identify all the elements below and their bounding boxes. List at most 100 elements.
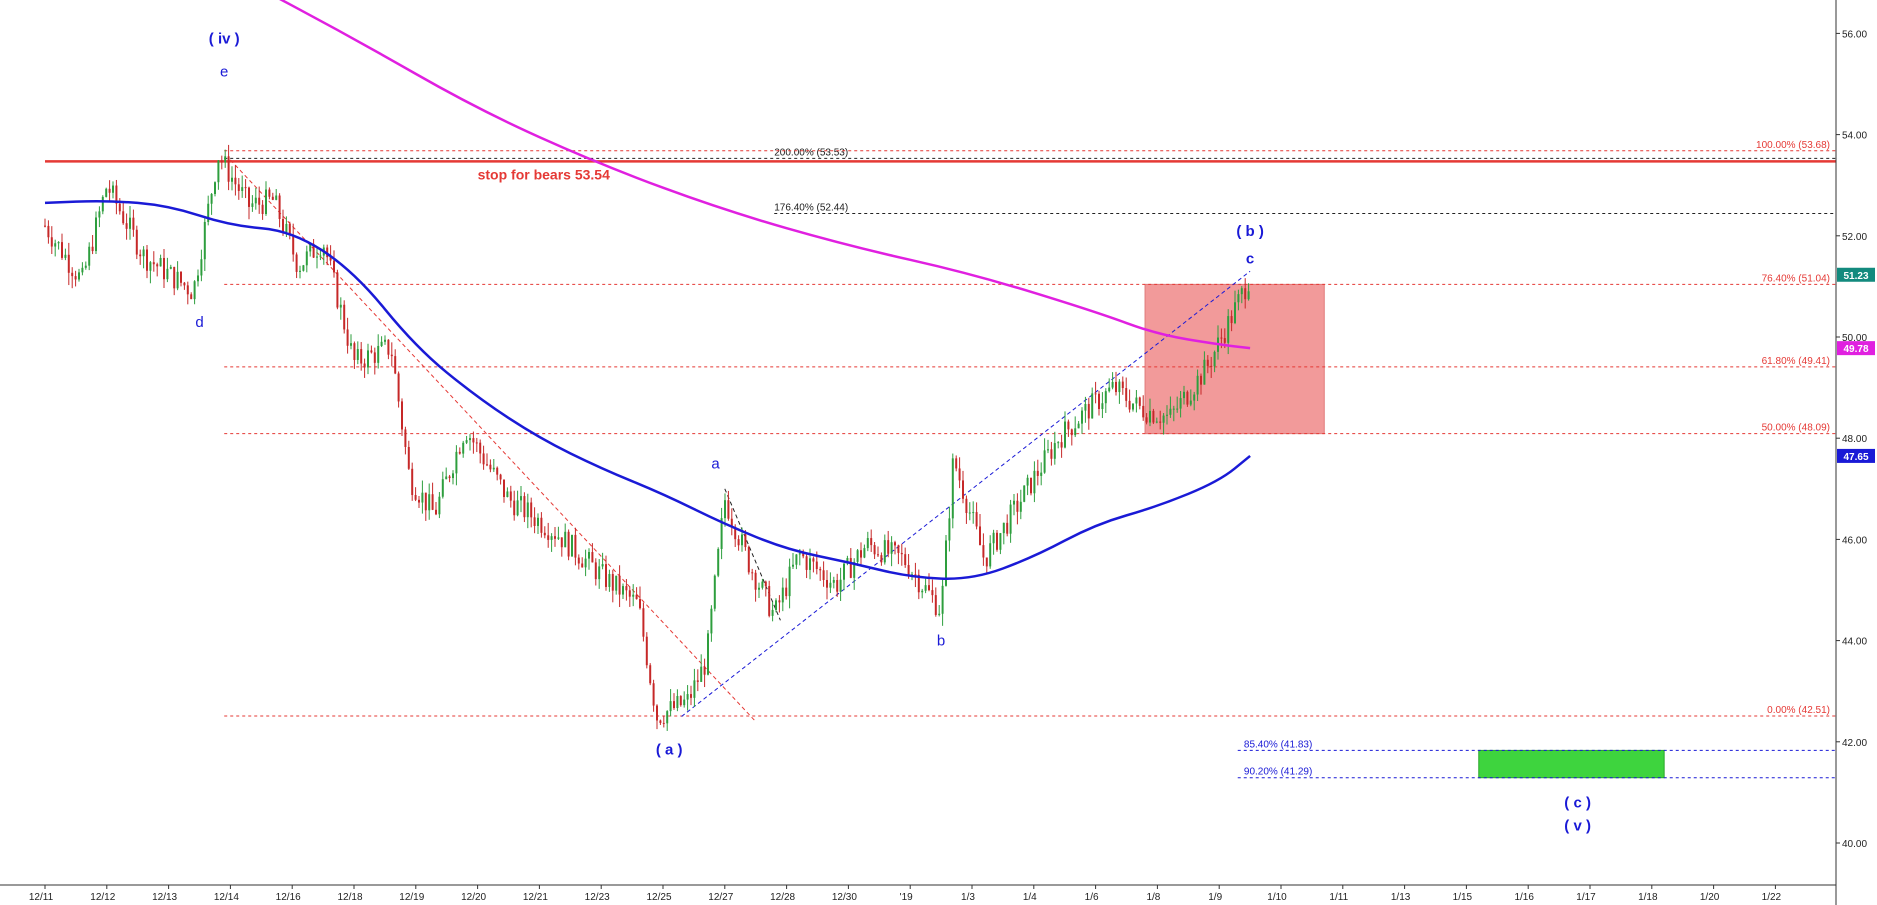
candle-body: [951, 458, 954, 519]
candle-body: [350, 343, 352, 346]
candle-body: [754, 572, 757, 590]
candle-body: [1060, 442, 1063, 448]
candle-body: [258, 197, 261, 205]
candle-body: [863, 548, 866, 558]
candle-body: [686, 694, 689, 700]
candle-body: [832, 580, 835, 583]
candle-body: [343, 304, 346, 330]
candle-body: [968, 512, 971, 514]
candle-body: [622, 586, 624, 595]
candle-body: [649, 665, 652, 684]
candle-body: [312, 243, 315, 258]
candle-body: [200, 259, 203, 276]
candle-body: [962, 480, 964, 499]
candle-body: [941, 585, 944, 614]
candle-body: [1166, 414, 1168, 416]
candle-body: [1128, 400, 1131, 410]
candle-body: [295, 254, 298, 272]
y-tick-label: 46.00: [1842, 535, 1867, 546]
candle-body: [95, 217, 97, 252]
candle-body: [438, 496, 441, 515]
candle-body: [101, 196, 104, 212]
candle-body: [1104, 391, 1107, 404]
candle-body: [877, 554, 879, 556]
candle-body: [387, 339, 390, 355]
candle-body: [866, 538, 869, 549]
candle-body: [186, 285, 189, 295]
candle-body: [448, 476, 451, 479]
candle-body: [819, 569, 822, 571]
candle-body: [1200, 375, 1202, 385]
candle-body: [339, 304, 342, 308]
candle-body: [231, 177, 233, 182]
candle-body: [547, 535, 550, 540]
candle-body: [965, 498, 968, 514]
candle-body: [540, 517, 543, 533]
candle-body: [492, 467, 495, 470]
candle-body: [122, 211, 125, 224]
x-tick-label: 12/27: [708, 892, 733, 903]
wave-label: ( iv ): [209, 31, 240, 48]
candle-body: [394, 356, 397, 374]
candle-body: [1002, 522, 1005, 534]
candle-body: [1244, 288, 1247, 300]
candle-body: [1234, 302, 1236, 324]
candle-body: [693, 680, 696, 698]
x-tick-label: 12/23: [585, 892, 610, 903]
y-tick-label: 50.00: [1842, 333, 1867, 344]
candle-body: [805, 556, 808, 570]
target-zone: [1478, 749, 1665, 779]
candle-body: [108, 188, 111, 193]
x-tick-label: 1/22: [1762, 892, 1782, 903]
candle-body: [1227, 316, 1230, 343]
candle-body: [1230, 316, 1233, 324]
candle-body: [639, 599, 641, 609]
candle-body: [781, 587, 784, 603]
candle-body: [1125, 388, 1128, 401]
candle-body: [513, 500, 516, 516]
candle-body: [333, 260, 335, 273]
candle-body: [652, 683, 655, 706]
x-tick-label: 1/20: [1700, 892, 1720, 903]
candle-body: [727, 500, 730, 519]
candle-body: [275, 195, 278, 200]
y-tick-label: 44.00: [1842, 637, 1867, 648]
candle-body: [1121, 381, 1124, 389]
candle-body: [224, 156, 227, 163]
x-tick-label: 12/25: [646, 892, 671, 903]
x-tick-label: 12/12: [90, 892, 115, 903]
candle-body: [907, 565, 910, 576]
candle-body: [588, 552, 590, 559]
candle-body: [496, 467, 499, 475]
candle-body: [353, 343, 356, 360]
candle-body: [499, 474, 502, 480]
candle-body: [656, 705, 658, 721]
candle-body: [462, 442, 465, 454]
candle-body: [979, 526, 981, 546]
candle-body: [880, 555, 883, 563]
candle-body: [363, 363, 366, 368]
candle-body: [441, 479, 444, 497]
candle-body: [435, 509, 437, 515]
candle-body: [1189, 400, 1192, 405]
candle-body: [975, 512, 978, 527]
candle-body: [601, 564, 604, 567]
candle-body: [1220, 337, 1223, 339]
candle-body: [849, 558, 852, 578]
candle-body: [71, 272, 74, 277]
candle-body: [676, 696, 679, 709]
price-badge: [1837, 448, 1875, 463]
fib-label: 76.40% (51.04): [1762, 273, 1830, 284]
candle-body: [1023, 485, 1026, 502]
candle-body: [897, 545, 900, 553]
x-tick-label: 12/16: [276, 892, 301, 903]
candle-body: [924, 585, 927, 591]
candle-body: [411, 468, 414, 496]
candle-body: [254, 197, 257, 204]
candle-body: [567, 531, 570, 557]
candle-body: [836, 580, 839, 592]
candle-body: [57, 242, 60, 244]
candle-body: [972, 512, 975, 514]
candle-body: [673, 701, 675, 709]
